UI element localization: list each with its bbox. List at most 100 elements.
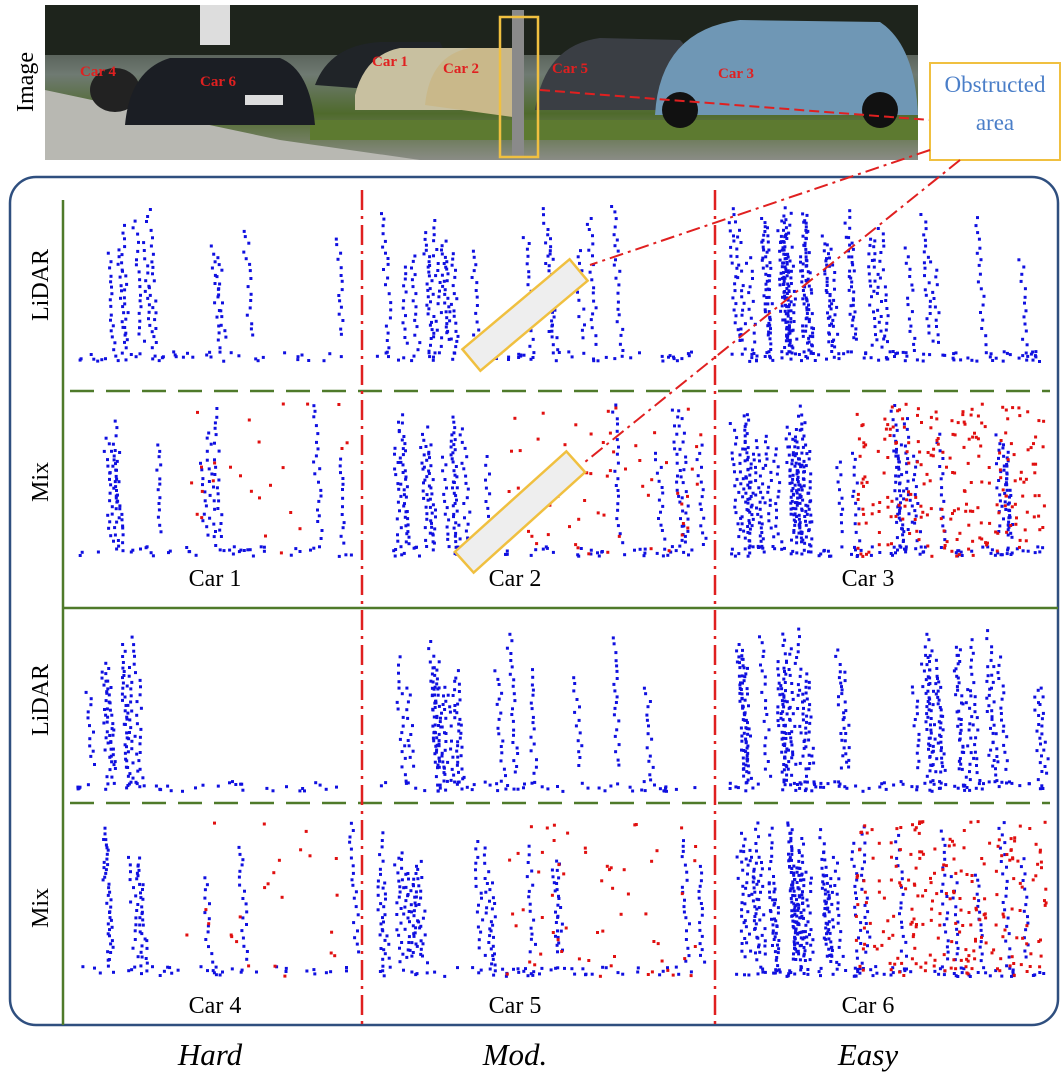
point bbox=[786, 352, 789, 355]
point bbox=[764, 707, 767, 710]
point bbox=[872, 974, 875, 977]
point bbox=[208, 517, 211, 520]
point bbox=[790, 774, 793, 777]
point bbox=[196, 411, 199, 414]
point bbox=[991, 951, 994, 954]
point bbox=[755, 922, 758, 925]
point bbox=[930, 507, 933, 510]
point bbox=[936, 439, 939, 442]
point bbox=[141, 956, 144, 959]
point bbox=[744, 448, 747, 451]
point bbox=[770, 855, 773, 858]
point bbox=[138, 326, 141, 329]
point bbox=[485, 487, 488, 490]
point bbox=[776, 667, 779, 670]
point bbox=[402, 716, 405, 719]
point bbox=[741, 942, 744, 945]
point bbox=[765, 283, 768, 286]
point bbox=[1003, 751, 1006, 754]
point bbox=[109, 906, 112, 909]
point bbox=[491, 881, 494, 884]
point bbox=[790, 358, 793, 361]
point bbox=[312, 547, 315, 550]
point bbox=[759, 475, 762, 478]
point bbox=[762, 246, 765, 249]
point bbox=[577, 518, 580, 521]
point bbox=[122, 326, 125, 329]
point bbox=[885, 293, 888, 296]
point bbox=[128, 731, 131, 734]
point bbox=[1036, 749, 1039, 752]
point bbox=[756, 513, 759, 516]
point bbox=[701, 907, 704, 910]
point bbox=[657, 517, 660, 520]
point bbox=[396, 482, 399, 485]
point bbox=[917, 440, 920, 443]
point bbox=[247, 964, 250, 967]
point bbox=[748, 546, 751, 549]
point bbox=[803, 302, 806, 305]
point bbox=[415, 896, 418, 899]
point bbox=[860, 482, 863, 485]
point bbox=[810, 537, 813, 540]
point bbox=[412, 951, 415, 954]
point bbox=[895, 521, 898, 524]
point bbox=[968, 911, 971, 914]
point bbox=[471, 276, 474, 279]
point bbox=[980, 959, 983, 962]
point bbox=[498, 718, 501, 721]
point bbox=[129, 701, 132, 704]
point bbox=[500, 759, 503, 762]
point bbox=[152, 253, 155, 256]
caption: Car 1 bbox=[189, 566, 242, 592]
point bbox=[1037, 689, 1040, 692]
point bbox=[201, 483, 204, 486]
point bbox=[682, 468, 685, 471]
point bbox=[818, 836, 821, 839]
point bbox=[342, 542, 345, 545]
point bbox=[680, 826, 683, 829]
point bbox=[136, 872, 139, 875]
point bbox=[938, 787, 941, 790]
point bbox=[425, 459, 428, 462]
point bbox=[606, 551, 609, 554]
point bbox=[88, 724, 91, 727]
point bbox=[905, 471, 908, 474]
point bbox=[427, 271, 430, 274]
caption: Car 4 bbox=[189, 993, 242, 1019]
point bbox=[1000, 439, 1003, 442]
point bbox=[939, 771, 942, 774]
point bbox=[940, 735, 943, 738]
point bbox=[452, 252, 455, 255]
point bbox=[424, 933, 427, 936]
point bbox=[794, 520, 797, 523]
point bbox=[746, 413, 749, 416]
point bbox=[301, 787, 304, 790]
point bbox=[1039, 743, 1042, 746]
point bbox=[917, 407, 920, 410]
point bbox=[745, 477, 748, 480]
point bbox=[113, 341, 116, 344]
point bbox=[910, 284, 913, 287]
point bbox=[894, 481, 897, 484]
caption: Car 3 bbox=[842, 566, 895, 592]
point bbox=[977, 437, 980, 440]
point bbox=[804, 510, 807, 513]
point bbox=[530, 749, 533, 752]
point bbox=[941, 457, 944, 460]
point bbox=[468, 511, 471, 514]
point bbox=[447, 518, 450, 521]
point bbox=[971, 880, 974, 883]
point bbox=[109, 298, 112, 301]
point bbox=[804, 732, 807, 735]
point bbox=[779, 241, 782, 244]
point bbox=[410, 955, 413, 958]
point bbox=[830, 350, 833, 353]
point bbox=[821, 887, 824, 890]
point bbox=[757, 835, 760, 838]
point bbox=[426, 283, 429, 286]
point bbox=[944, 769, 947, 772]
point bbox=[999, 707, 1002, 710]
point bbox=[441, 752, 444, 755]
point bbox=[859, 553, 862, 556]
